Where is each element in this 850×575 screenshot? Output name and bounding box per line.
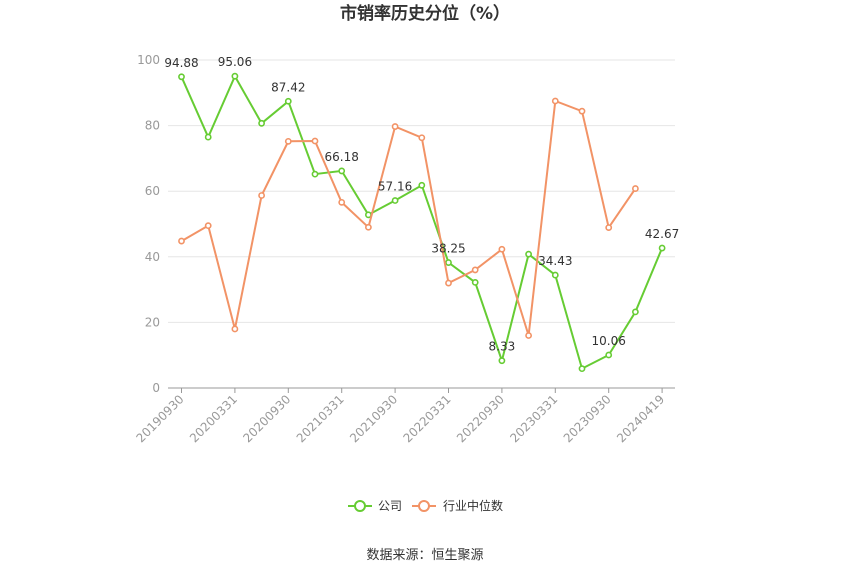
- data-point[interactable]: [178, 237, 185, 245]
- data-labels: 94.88 95.06 87.42 66.18 57.16 38.25 8.33 34.43 1…: [164, 55, 679, 353]
- series-company: [178, 72, 666, 373]
- series-layer: [178, 72, 666, 373]
- data-point[interactable]: [311, 137, 319, 145]
- chart-title: 市销率历史分位（%）: [340, 3, 510, 24]
- x-tick-label: 20220930: [454, 392, 507, 445]
- data-point[interactable]: [605, 351, 613, 359]
- y-tick-label: 100: [137, 53, 160, 67]
- grid: [168, 59, 675, 323]
- data-label: 42.67: [645, 227, 679, 241]
- x-axis: 20190930 20200331 20200930 20210331 20210930…: [134, 387, 675, 445]
- data-point[interactable]: [204, 222, 212, 230]
- x-tick-label: 20210331: [294, 392, 347, 445]
- y-tick-label: 80: [145, 119, 160, 133]
- data-point[interactable]: [364, 223, 372, 231]
- series-line: [180, 99, 637, 336]
- data-label: 87.42: [271, 80, 305, 94]
- y-tick-label: 20: [145, 315, 160, 329]
- data-label: 95.06: [218, 55, 252, 69]
- data-point[interactable]: [391, 197, 399, 204]
- data-point[interactable]: [578, 107, 586, 115]
- data-point[interactable]: [284, 137, 292, 145]
- data-point[interactable]: [258, 119, 265, 127]
- y-tick-label: 60: [145, 184, 160, 198]
- x-tick-label: 20210930: [347, 392, 400, 445]
- data-point[interactable]: [471, 278, 479, 286]
- data-point[interactable]: [231, 72, 239, 80]
- data-point[interactable]: [658, 244, 666, 252]
- data-point[interactable]: [632, 308, 639, 316]
- data-point[interactable]: [178, 73, 185, 81]
- x-tick-label: 20200331: [187, 392, 240, 445]
- data-point[interactable]: [632, 185, 639, 192]
- data-point[interactable]: [551, 271, 559, 279]
- data-point[interactable]: [338, 198, 346, 206]
- data-point[interactable]: [605, 224, 613, 232]
- legend-item-company[interactable]: 公司: [348, 499, 402, 513]
- x-tick-label: 20240419: [614, 392, 667, 445]
- data-label: 94.88: [164, 56, 198, 70]
- series-industry-median: [178, 97, 639, 339]
- data-label: 34.43: [538, 254, 572, 268]
- source-note: 数据来源：恒生聚源: [366, 548, 483, 563]
- legend-label-company: 公司: [378, 499, 402, 513]
- data-point[interactable]: [284, 97, 292, 105]
- data-point[interactable]: [498, 357, 506, 365]
- data-point[interactable]: [445, 259, 452, 266]
- data-point[interactable]: [231, 325, 239, 333]
- y-tick-label: 0: [152, 381, 160, 395]
- data-point[interactable]: [258, 192, 265, 199]
- data-point[interactable]: [471, 266, 479, 274]
- data-point[interactable]: [498, 245, 506, 253]
- legend-label-industry-median: 行业中位数: [443, 498, 503, 513]
- data-point[interactable]: [338, 167, 346, 175]
- data-label: 8.33: [489, 340, 516, 354]
- x-tick-label: 20200930: [240, 392, 293, 445]
- x-tick-label: 20230331: [507, 392, 560, 445]
- data-point[interactable]: [551, 97, 559, 105]
- data-point[interactable]: [204, 133, 212, 141]
- data-label: 66.18: [325, 150, 359, 164]
- data-point[interactable]: [525, 332, 532, 339]
- data-point[interactable]: [418, 181, 426, 189]
- data-label: 38.25: [431, 242, 465, 256]
- data-point[interactable]: [525, 250, 532, 258]
- y-axis: 0 20 40 60 80 100: [137, 53, 160, 395]
- y-tick-label: 40: [145, 250, 160, 264]
- data-point[interactable]: [578, 365, 586, 373]
- data-label: 57.16: [378, 180, 412, 194]
- data-label: 10.06: [592, 334, 626, 348]
- legend: 公司 行业中位数: [348, 498, 503, 513]
- data-point[interactable]: [445, 279, 452, 287]
- legend-item-industry-median[interactable]: 行业中位数: [412, 498, 503, 513]
- x-tick-label: 20220331: [401, 392, 454, 445]
- series-line: [180, 73, 664, 371]
- x-tick-label: 20230930: [561, 392, 614, 445]
- data-point[interactable]: [311, 170, 319, 178]
- data-point[interactable]: [391, 123, 399, 130]
- data-point[interactable]: [418, 134, 426, 142]
- x-tick-label: 20190930: [134, 392, 187, 445]
